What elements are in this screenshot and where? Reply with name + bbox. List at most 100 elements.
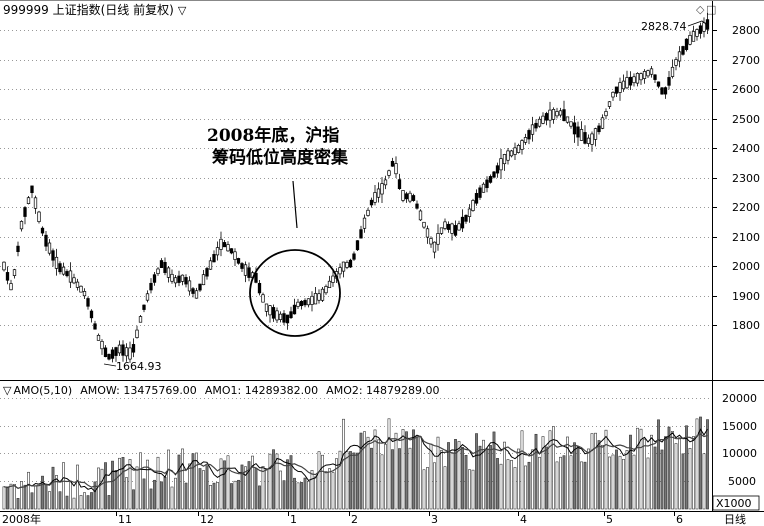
volume-bar bbox=[517, 448, 520, 510]
volume-bar bbox=[622, 458, 625, 510]
volume-bar bbox=[632, 454, 636, 510]
y-tick-label: 2600 bbox=[732, 83, 760, 96]
chart-header: 999999 上证指数(日线 前复权) ▽ bbox=[0, 0, 712, 20]
candle-body bbox=[544, 113, 549, 121]
title-dropdown-icon[interactable]: ▽ bbox=[177, 4, 187, 17]
candle-body bbox=[632, 76, 636, 84]
candle-body bbox=[481, 183, 486, 193]
candle-body bbox=[285, 314, 290, 324]
volume-bar bbox=[79, 495, 83, 510]
candle-body bbox=[387, 170, 391, 176]
candle-body bbox=[114, 347, 118, 356]
candle-body bbox=[425, 228, 430, 238]
volume-bar bbox=[72, 497, 76, 510]
candle-body bbox=[397, 179, 402, 190]
candle-body bbox=[614, 86, 619, 94]
volume-bar bbox=[604, 429, 608, 510]
candle-body bbox=[229, 248, 234, 254]
x-axis-tickmarks bbox=[116, 512, 675, 516]
x-tick-label: 11 bbox=[118, 513, 132, 526]
candle-body bbox=[607, 101, 612, 107]
candle-body bbox=[82, 291, 87, 297]
volume-bar bbox=[114, 470, 118, 510]
candle-body bbox=[677, 51, 682, 62]
candle-body bbox=[558, 110, 563, 116]
candle-body bbox=[254, 272, 258, 283]
volume-bar bbox=[405, 431, 408, 510]
indicator-toggle-icon[interactable]: ▽ bbox=[3, 384, 12, 397]
volume-bar bbox=[485, 448, 489, 510]
volume-bar bbox=[408, 447, 412, 510]
candle-body bbox=[649, 68, 654, 75]
candle-body bbox=[142, 304, 146, 310]
period-label[interactable]: 日线 bbox=[724, 512, 746, 526]
candle-body bbox=[488, 176, 493, 183]
candle-body bbox=[467, 208, 472, 217]
candle-body bbox=[324, 286, 328, 294]
volume-bar bbox=[618, 455, 622, 510]
volume-bar bbox=[86, 495, 90, 510]
candle-body bbox=[611, 91, 615, 98]
volume-bar bbox=[128, 459, 132, 510]
volume-bar bbox=[587, 448, 590, 510]
volume-bar bbox=[104, 462, 107, 510]
candle-body bbox=[320, 288, 325, 301]
candle-body bbox=[681, 46, 685, 55]
candle-body bbox=[257, 282, 262, 294]
candle-body bbox=[394, 163, 398, 175]
volume-bar bbox=[639, 428, 643, 510]
volume-bar bbox=[436, 436, 440, 510]
candle-body bbox=[516, 144, 521, 153]
volume-bar bbox=[205, 465, 209, 510]
volume-bar bbox=[216, 482, 219, 510]
volume-bar bbox=[538, 456, 541, 510]
chip-density-circle bbox=[249, 249, 341, 337]
candle-body bbox=[149, 282, 153, 291]
candle-body bbox=[401, 190, 405, 201]
volume-bar bbox=[41, 475, 44, 510]
candle-body bbox=[684, 38, 689, 50]
low-price-pointer bbox=[103, 363, 117, 367]
candle-body bbox=[453, 225, 458, 236]
volume-bar bbox=[237, 479, 240, 510]
volume-bar bbox=[503, 441, 506, 510]
volume-bar bbox=[23, 484, 27, 510]
candle-body bbox=[331, 275, 335, 283]
candle-body bbox=[460, 216, 465, 229]
volume-bar bbox=[520, 430, 524, 510]
volume-bar bbox=[209, 484, 212, 510]
volume-bar bbox=[195, 452, 198, 510]
amo-ma-line bbox=[3, 433, 708, 489]
candle-body bbox=[23, 207, 27, 217]
volume-bar bbox=[125, 477, 128, 510]
volume-bar bbox=[685, 425, 688, 510]
volume-bar bbox=[328, 468, 331, 510]
volume-bar bbox=[100, 468, 104, 510]
candle-body bbox=[138, 316, 143, 323]
candle-body bbox=[296, 301, 300, 307]
y-tick-label: 1900 bbox=[732, 290, 760, 303]
volume-bar bbox=[681, 453, 685, 510]
volume-bar bbox=[303, 477, 307, 510]
volume-bar bbox=[391, 449, 394, 510]
candle-body bbox=[317, 293, 321, 301]
volume-bar bbox=[240, 464, 244, 510]
window-restore-icon[interactable]: □ bbox=[706, 3, 717, 16]
candle-body bbox=[156, 268, 160, 274]
volume-bar bbox=[121, 457, 125, 510]
volume-bar bbox=[132, 489, 135, 510]
candle-body bbox=[303, 300, 307, 306]
diamond-icon[interactable]: ◇ bbox=[696, 3, 705, 16]
candle-body bbox=[345, 262, 349, 268]
volume-bar bbox=[583, 461, 587, 510]
y-tick-label: 2700 bbox=[732, 54, 760, 67]
candle-body bbox=[275, 310, 279, 321]
volume-bar bbox=[174, 477, 177, 510]
volume-bar bbox=[555, 461, 559, 510]
candle-body bbox=[446, 223, 451, 230]
candle-body bbox=[642, 71, 647, 79]
candle-body bbox=[369, 199, 374, 206]
indicator-name[interactable]: AMO(5,10) bbox=[13, 384, 73, 397]
volume-bar bbox=[356, 452, 359, 510]
